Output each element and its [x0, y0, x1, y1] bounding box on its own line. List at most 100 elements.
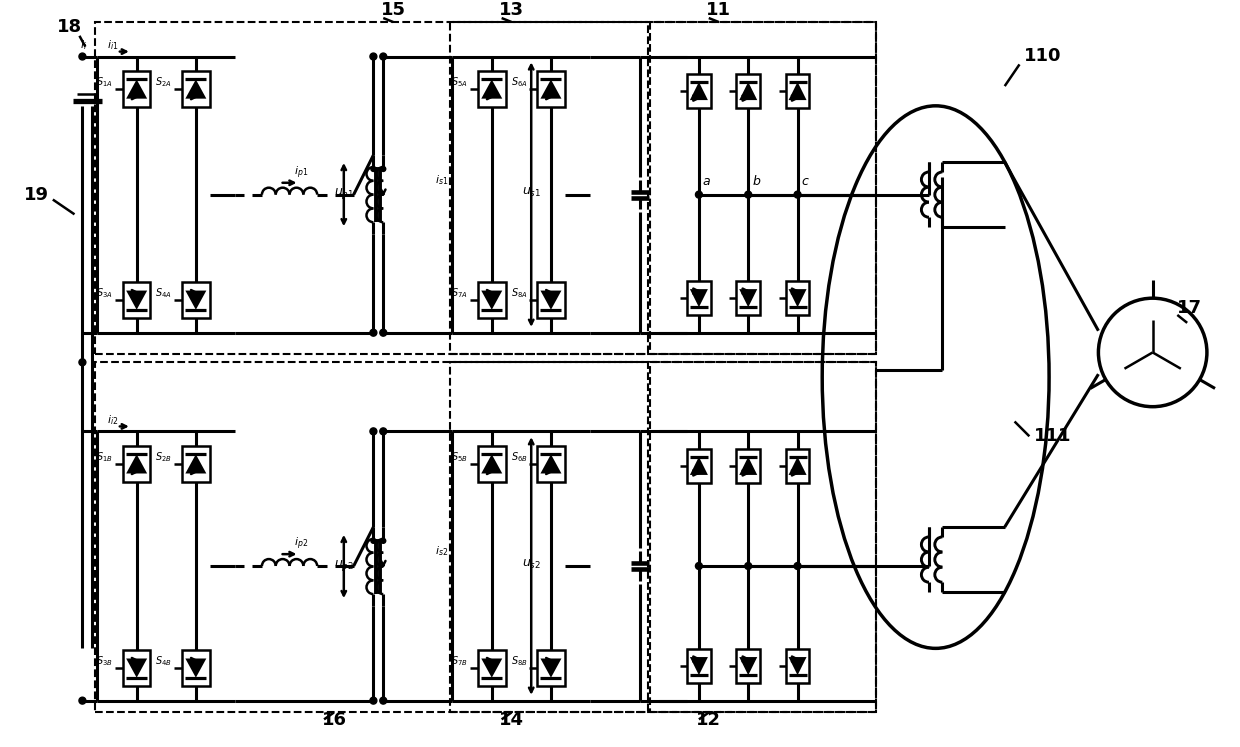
Polygon shape: [789, 82, 806, 100]
Polygon shape: [481, 454, 502, 474]
Polygon shape: [481, 659, 502, 678]
Polygon shape: [789, 457, 806, 475]
Circle shape: [379, 428, 387, 435]
Text: $i_{p2}$: $i_{p2}$: [294, 536, 309, 552]
Text: $u_{p1}$: $u_{p1}$: [334, 186, 353, 201]
Bar: [182, 282, 210, 318]
Bar: [123, 446, 150, 482]
Text: $S_{6B}$: $S_{6B}$: [511, 450, 527, 464]
Bar: [450, 362, 647, 713]
Text: $S_{3A}$: $S_{3A}$: [97, 286, 113, 300]
Text: $i_{i2}$: $i_{i2}$: [107, 413, 119, 427]
Polygon shape: [481, 79, 502, 99]
Text: c: c: [801, 175, 808, 187]
Text: $i_{p1}$: $i_{p1}$: [294, 164, 309, 181]
Bar: [737, 649, 760, 683]
Circle shape: [79, 697, 86, 704]
Bar: [477, 282, 506, 318]
Text: 16: 16: [321, 711, 346, 729]
Text: $S_{4A}$: $S_{4A}$: [155, 286, 172, 300]
Circle shape: [381, 167, 386, 171]
Polygon shape: [185, 454, 206, 474]
Polygon shape: [689, 657, 708, 675]
Bar: [537, 651, 564, 686]
Text: $S_{7B}$: $S_{7B}$: [451, 654, 467, 668]
Circle shape: [371, 539, 376, 543]
Text: 17: 17: [1177, 299, 1203, 317]
Bar: [182, 651, 210, 686]
Text: $i_{s2}$: $i_{s2}$: [435, 544, 449, 558]
Polygon shape: [789, 657, 806, 675]
Bar: [786, 282, 810, 315]
Text: 110: 110: [1024, 48, 1061, 66]
Circle shape: [79, 53, 86, 60]
Bar: [123, 282, 150, 318]
Text: $S_{3B}$: $S_{3B}$: [97, 654, 113, 668]
Circle shape: [381, 539, 386, 543]
Text: $S_{5A}$: $S_{5A}$: [451, 75, 467, 89]
Polygon shape: [689, 289, 708, 307]
Polygon shape: [185, 291, 206, 310]
Bar: [182, 446, 210, 482]
Bar: [95, 22, 877, 354]
Polygon shape: [126, 659, 148, 678]
Bar: [687, 74, 711, 108]
Circle shape: [696, 562, 702, 569]
Text: $S_{8B}$: $S_{8B}$: [511, 654, 527, 668]
Circle shape: [745, 562, 751, 569]
Circle shape: [745, 191, 751, 198]
Polygon shape: [481, 291, 502, 310]
Polygon shape: [739, 289, 758, 307]
Bar: [786, 449, 810, 483]
Text: $S_{6A}$: $S_{6A}$: [511, 75, 527, 89]
Polygon shape: [739, 82, 758, 100]
Polygon shape: [185, 79, 206, 99]
Text: 13: 13: [498, 1, 525, 19]
Bar: [786, 649, 810, 683]
Circle shape: [370, 329, 377, 336]
Bar: [737, 449, 760, 483]
Circle shape: [794, 191, 801, 198]
Text: $S_{2A}$: $S_{2A}$: [155, 75, 172, 89]
Text: $S_{8A}$: $S_{8A}$: [511, 286, 527, 300]
Circle shape: [379, 53, 387, 60]
Text: $i_{i1}$: $i_{i1}$: [107, 39, 119, 52]
Circle shape: [379, 329, 387, 336]
Polygon shape: [126, 79, 148, 99]
Bar: [687, 449, 711, 483]
Text: a: a: [703, 175, 711, 187]
Text: 14: 14: [498, 711, 525, 729]
Text: $S_{5B}$: $S_{5B}$: [451, 450, 467, 464]
Text: 19: 19: [24, 185, 48, 203]
Text: $u_{p2}$: $u_{p2}$: [334, 557, 353, 573]
Text: $S_{4B}$: $S_{4B}$: [155, 654, 172, 668]
Bar: [737, 74, 760, 108]
Bar: [687, 649, 711, 683]
Circle shape: [370, 428, 377, 435]
Text: $u_{s1}$: $u_{s1}$: [522, 185, 541, 199]
Bar: [650, 362, 877, 713]
Polygon shape: [541, 454, 562, 474]
Text: $S_{7A}$: $S_{7A}$: [451, 286, 467, 300]
Text: $i_i$: $i_i$: [81, 39, 88, 52]
Text: $i_{s1}$: $i_{s1}$: [435, 173, 449, 187]
Bar: [786, 74, 810, 108]
Polygon shape: [541, 79, 562, 99]
Text: 15: 15: [381, 1, 405, 19]
Bar: [687, 282, 711, 315]
Polygon shape: [126, 291, 148, 310]
Bar: [537, 446, 564, 482]
Bar: [477, 446, 506, 482]
Circle shape: [379, 697, 387, 704]
Polygon shape: [541, 291, 562, 310]
Text: $S_{1B}$: $S_{1B}$: [97, 450, 113, 464]
Bar: [450, 22, 647, 354]
Circle shape: [371, 167, 376, 171]
Circle shape: [79, 359, 86, 366]
Circle shape: [696, 191, 702, 198]
Bar: [123, 71, 150, 107]
Text: b: b: [753, 175, 760, 187]
Circle shape: [370, 697, 377, 704]
Text: $S_{2B}$: $S_{2B}$: [155, 450, 172, 464]
Polygon shape: [541, 659, 562, 678]
